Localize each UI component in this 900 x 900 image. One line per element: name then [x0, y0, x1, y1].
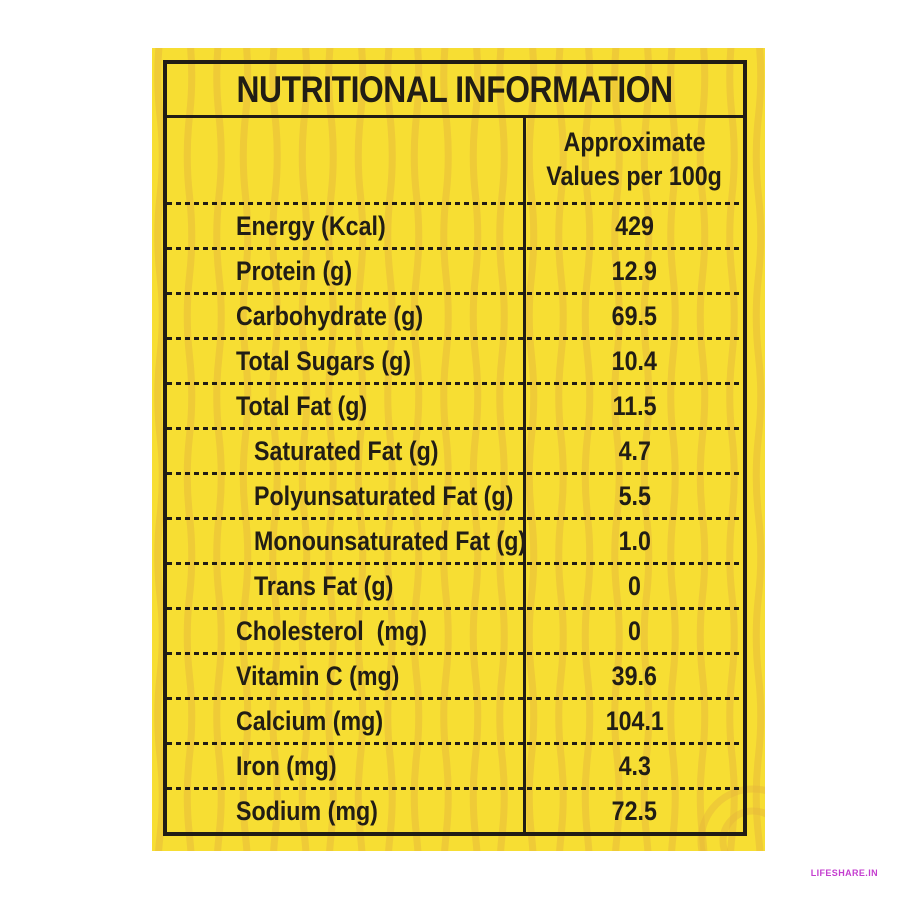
table-row: Sodium (mg) 72.5: [167, 790, 743, 832]
table-row: Total Sugars (g) 10.4: [167, 340, 743, 382]
table-row: Monounsaturated Fat (g) 1.0: [167, 520, 743, 562]
row-separator: [167, 472, 743, 475]
nutrient-name: Vitamin C (mg): [236, 660, 400, 691]
nutrient-name: Total Sugars (g): [236, 345, 412, 376]
table-row: Total Fat (g) 11.5: [167, 385, 743, 427]
wavy-stripe-pattern: [154, 48, 765, 851]
row-separator: [167, 742, 743, 745]
row-separator: [167, 697, 743, 700]
rows: Energy (Kcal) 429 Protein (g) 12.9 Carbo…: [167, 202, 743, 832]
column-divider: [523, 118, 526, 832]
table-row: Calcium (mg) 104.1: [167, 700, 743, 742]
nutrient-name: Polyunsaturated Fat (g): [254, 480, 514, 511]
nutrient-name: Monounsaturated Fat (g): [254, 525, 523, 556]
table-row: Energy (Kcal) 429: [167, 205, 743, 247]
row-separator: [167, 427, 743, 430]
nutrient-name: Iron (mg): [236, 750, 337, 781]
row-separator: [167, 562, 743, 565]
row-separator: [167, 202, 743, 205]
table-title-row: NUTRITIONAL INFORMATION: [167, 64, 743, 118]
table-row: Cholesterol (mg) 0: [167, 610, 743, 652]
nutrient-value: 12.9: [611, 255, 658, 286]
nutrient-value: 69.5: [611, 300, 658, 331]
table-body: Approximate Values per 100g Energy (Kcal…: [167, 118, 743, 832]
nutrient-value: 5.5: [618, 480, 651, 511]
row-separator: [167, 247, 743, 250]
nutrient-name: Carbohydrate (g): [236, 300, 424, 331]
nutrient-value: 429: [615, 210, 654, 241]
value-column-header: Approximate Values per 100g: [526, 118, 743, 202]
table-row: Polyunsaturated Fat (g) 5.5: [167, 475, 743, 517]
nutrient-name: Saturated Fat (g): [254, 435, 439, 466]
watermark: LIFESHARE.IN: [810, 868, 878, 878]
nutrient-value: 104.1: [605, 705, 664, 736]
table-row: Protein (g) 12.9: [167, 250, 743, 292]
nutrient-name: Energy (Kcal): [236, 210, 386, 241]
nutrient-name: Calcium (mg): [236, 705, 384, 736]
nutrient-value: 39.6: [611, 660, 658, 691]
nutrient-value: 0: [628, 615, 641, 646]
nutrient-value: 4.7: [618, 435, 651, 466]
row-separator: [167, 382, 743, 385]
row-separator: [167, 517, 743, 520]
row-separator: [167, 337, 743, 340]
row-separator: [167, 607, 743, 610]
table-title: NUTRITIONAL INFORMATION: [236, 68, 674, 110]
nutrient-value: 1.0: [618, 525, 651, 556]
table-row: Vitamin C (mg) 39.6: [167, 655, 743, 697]
table-row: Trans Fat (g) 0: [167, 565, 743, 607]
nutrient-name: Sodium (mg): [236, 795, 378, 826]
nutrient-value: 4.3: [618, 750, 651, 781]
row-separator: [167, 292, 743, 295]
value-column-header-line1: Approximate: [563, 127, 706, 158]
nutrient-value: 72.5: [611, 795, 658, 826]
nutrition-table: NUTRITIONAL INFORMATION Approximate Valu…: [163, 60, 747, 836]
nutrient-name: Trans Fat (g): [254, 570, 394, 601]
table-row: Carbohydrate (g) 69.5: [167, 295, 743, 337]
table-header-row: Approximate Values per 100g: [167, 118, 743, 202]
nutrient-value: 11.5: [612, 390, 657, 421]
nutrient-name: Protein (g): [236, 255, 353, 286]
nutrient-name: Cholesterol (mg): [236, 615, 427, 646]
value-column-header-line2: Values per 100g: [546, 161, 723, 191]
table-row: Iron (mg) 4.3: [167, 745, 743, 787]
nutrient-value: 10.4: [611, 345, 658, 376]
table-row: Saturated Fat (g) 4.7: [167, 430, 743, 472]
row-separator: [167, 787, 743, 790]
row-separator: [167, 652, 743, 655]
nutrient-name: Total Fat (g): [236, 390, 368, 421]
nutrition-label-panel: NUTRITIONAL INFORMATION Approximate Valu…: [152, 48, 765, 851]
nutrient-value: 0: [628, 570, 641, 601]
